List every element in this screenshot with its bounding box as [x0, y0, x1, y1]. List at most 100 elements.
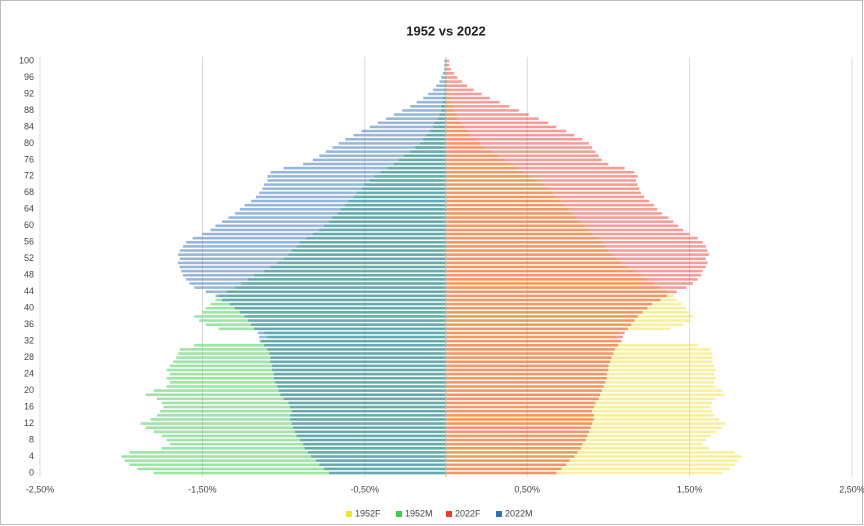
bar: [394, 113, 446, 116]
y-tick-label: 40: [24, 303, 34, 313]
bar: [228, 216, 446, 219]
bar: [307, 451, 446, 454]
bar: [446, 409, 593, 413]
bar: [446, 179, 637, 182]
bar: [446, 109, 520, 112]
bar: [446, 125, 557, 129]
bar: [361, 129, 446, 133]
bar: [446, 249, 708, 252]
bar: [272, 364, 446, 368]
bar: [221, 298, 446, 302]
bar: [194, 286, 446, 289]
bar: [290, 414, 446, 417]
bar: [446, 170, 635, 174]
bar: [446, 129, 567, 133]
bar: [385, 117, 446, 120]
bar: [446, 364, 609, 368]
bar: [268, 352, 446, 355]
bar: [446, 232, 690, 236]
bar: [446, 430, 589, 434]
bar: [179, 265, 446, 269]
bar: [441, 76, 446, 79]
bar: [446, 273, 701, 277]
bar: [179, 257, 446, 261]
bar: [446, 228, 684, 232]
bar: [446, 471, 557, 475]
bar: [221, 220, 446, 223]
bar: [446, 401, 596, 405]
bar: [446, 253, 710, 256]
bar: [446, 335, 624, 339]
bar: [244, 315, 446, 318]
bar: [129, 451, 446, 454]
bar: [446, 72, 455, 75]
bar: [446, 113, 529, 116]
legend-swatch: [496, 511, 502, 517]
bar: [446, 418, 594, 421]
y-tick-label: 96: [24, 72, 34, 82]
bar: [446, 315, 638, 318]
bar: [446, 455, 742, 458]
bar: [446, 158, 602, 162]
x-tick-label: 0,50%: [514, 484, 540, 494]
bar: [446, 286, 687, 289]
y-tick-label: 72: [24, 171, 34, 181]
bar: [444, 63, 446, 67]
bar: [316, 459, 446, 462]
bar: [446, 162, 609, 166]
bar: [446, 463, 736, 467]
bar: [215, 294, 446, 298]
bar: [121, 455, 446, 458]
bar: [124, 459, 446, 462]
bar: [283, 397, 446, 401]
bar: [442, 72, 446, 75]
bar: [446, 216, 669, 219]
bar: [446, 352, 614, 355]
bar: [291, 422, 446, 425]
bar: [446, 257, 706, 261]
x-tick-label: -1,50%: [188, 484, 217, 494]
bar: [294, 430, 446, 434]
bar: [345, 138, 446, 141]
legend-swatch: [346, 511, 352, 517]
bar: [446, 175, 638, 178]
bar: [446, 459, 570, 462]
bar: [278, 389, 446, 392]
legend-label: 1952F: [355, 508, 381, 518]
bar: [446, 80, 463, 83]
bar: [329, 471, 446, 475]
bar: [446, 294, 667, 298]
bar: [446, 76, 458, 79]
bar: [446, 105, 510, 108]
bar: [446, 183, 638, 186]
bar: [446, 100, 500, 104]
bar: [270, 356, 446, 359]
bar: [189, 282, 446, 285]
bar: [446, 381, 606, 384]
bar: [446, 306, 648, 310]
bar: [277, 385, 446, 388]
bar: [299, 438, 446, 442]
bar: [129, 463, 446, 467]
bar: [234, 212, 446, 215]
chart-title: 1952 vs 2022: [406, 23, 486, 38]
bar: [446, 463, 567, 467]
bar: [446, 405, 594, 409]
bar: [312, 158, 446, 162]
bar: [446, 59, 450, 63]
y-tick-label: 84: [24, 121, 34, 131]
bar: [290, 418, 446, 421]
bar: [446, 146, 593, 149]
bar: [304, 447, 446, 450]
bar: [234, 306, 446, 310]
y-tick-label: 24: [24, 368, 34, 378]
y-tick-label: 92: [24, 88, 34, 98]
bar: [446, 203, 654, 207]
bar: [446, 220, 674, 223]
bar: [446, 63, 450, 67]
bar: [428, 92, 446, 96]
x-tick-label: 2,50%: [839, 484, 864, 494]
bar: [260, 339, 446, 343]
bar: [332, 146, 446, 149]
